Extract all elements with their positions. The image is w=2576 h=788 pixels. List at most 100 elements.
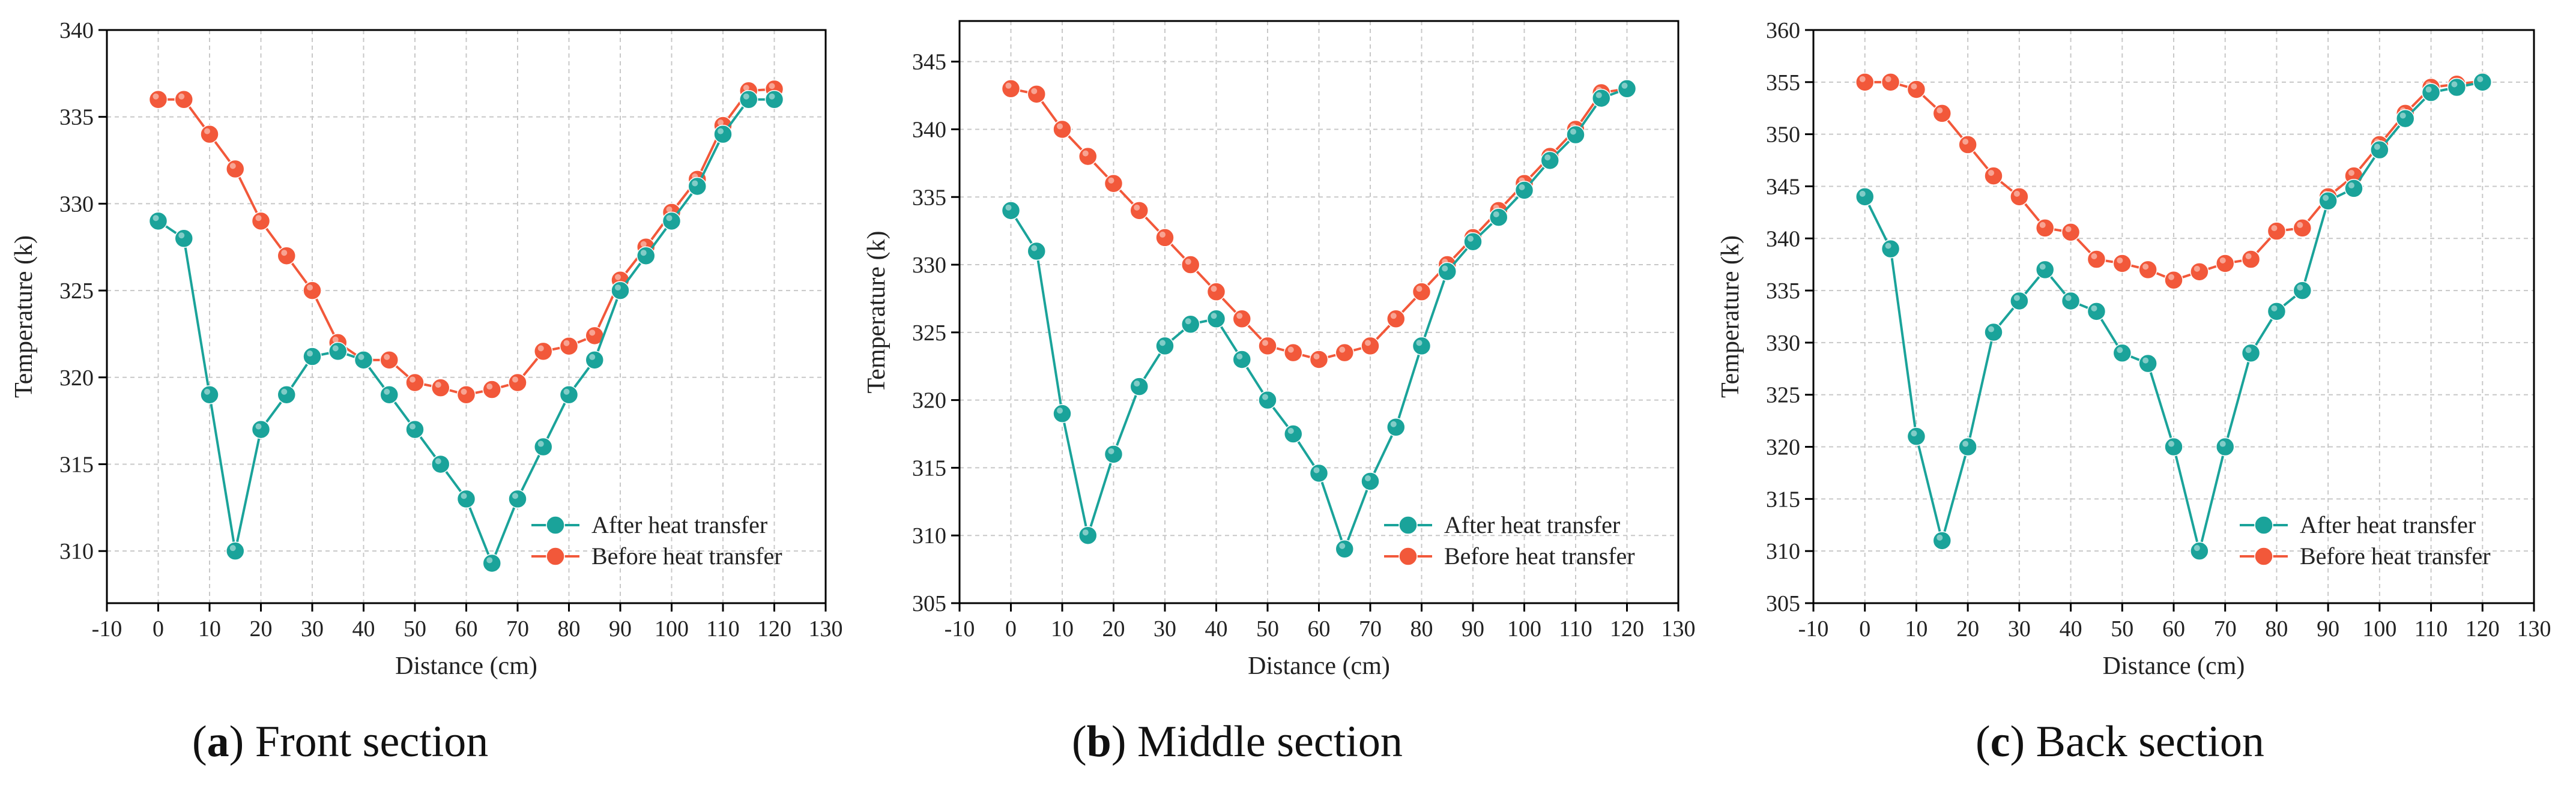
after-data-point <box>2293 281 2312 300</box>
x-tick-label: 60 <box>2162 616 2185 642</box>
x-tick-label: 40 <box>2060 616 2082 642</box>
after-point-highlight <box>281 388 288 395</box>
before-point-highlight <box>307 284 313 291</box>
after-point-highlight <box>2477 76 2484 82</box>
after-data-point <box>482 553 501 573</box>
before-point-highlight <box>2013 190 2020 197</box>
before-point-highlight <box>718 119 724 126</box>
after-series-line <box>1863 80 2483 552</box>
before-point-highlight <box>281 250 288 256</box>
caption-open-paren: ( <box>1976 717 1991 766</box>
after-data-point <box>1958 437 1977 457</box>
before-data-point <box>431 378 450 397</box>
before-data-point <box>174 90 193 109</box>
after-point-highlight <box>1185 318 1191 325</box>
before-point-highlight <box>2142 263 2149 270</box>
y-axis-title: Temperature (k) <box>863 230 890 393</box>
after-data-point <box>2241 343 2261 363</box>
after-point-highlight <box>1031 245 1038 251</box>
after-data-point <box>2164 437 2183 457</box>
before-data-point <box>1958 135 1977 154</box>
y-tick-label: 330 <box>912 253 946 278</box>
x-axis-title: Distance (cm) <box>2103 652 2245 680</box>
after-data-point <box>1906 427 1926 446</box>
after-point-highlight <box>1005 204 1012 211</box>
after-point-highlight <box>1859 190 1866 197</box>
before-data-point <box>1206 282 1226 301</box>
after-data-point <box>328 341 348 361</box>
x-tick-label: 110 <box>706 616 740 642</box>
x-tick-label: 0 <box>1859 616 1870 642</box>
legend-after-label: After heat transfer <box>1444 511 1620 538</box>
after-data-point <box>1984 322 2003 342</box>
x-tick-label: 50 <box>1256 616 1279 642</box>
before-point-highlight <box>563 340 570 346</box>
caption-text: Front section <box>244 717 488 766</box>
y-tick-label: 350 <box>1766 122 1800 148</box>
after-point-highlight <box>204 388 210 395</box>
before-data-point <box>1053 119 1072 139</box>
x-tick-label: 30 <box>1153 616 1176 642</box>
panel-caption: (b) Middle section <box>1072 717 1403 766</box>
after-data-point <box>585 350 604 370</box>
after-point-highlight <box>2348 182 2354 188</box>
after-data-point <box>1258 390 1277 410</box>
before-data-point <box>1258 336 1277 356</box>
y-tick-label: 340 <box>59 18 94 43</box>
after-data-point <box>405 420 425 439</box>
y-tick-label: 330 <box>59 191 94 217</box>
after-point-highlight <box>640 250 647 256</box>
before-data-point <box>2241 250 2261 269</box>
after-point-highlight <box>1211 313 1217 319</box>
before-point-highlight <box>2348 170 2354 176</box>
y-tick-label: 310 <box>912 523 946 549</box>
before-point-highlight <box>2194 265 2200 272</box>
x-tick-label: 100 <box>1507 616 1541 642</box>
before-data-point <box>2267 221 2287 241</box>
x-tick-label: 0 <box>1005 616 1017 642</box>
x-tick-label: 10 <box>1051 616 1074 642</box>
after-data-point <box>2138 353 2157 373</box>
after-point-highlight <box>1468 235 1474 242</box>
x-axis-title: Distance (cm) <box>1248 652 1390 680</box>
after-point-highlight <box>1416 340 1423 346</box>
before-data-point <box>2164 270 2183 290</box>
before-data-point <box>148 90 168 109</box>
before-point-highlight <box>512 376 518 383</box>
after-point-highlight <box>178 232 185 239</box>
after-point-highlight <box>410 423 416 430</box>
after-point-highlight <box>1262 394 1268 400</box>
before-data-point <box>2061 223 2081 242</box>
legend-after-label: After heat transfer <box>2300 511 2476 538</box>
before-point-highlight <box>2117 257 2123 263</box>
after-point-highlight <box>229 545 236 552</box>
before-point-highlight <box>486 383 493 390</box>
after-data-point <box>2344 179 2363 198</box>
after-point-highlight <box>332 345 339 352</box>
before-data-point <box>251 211 271 231</box>
after-point-highlight <box>1365 475 1371 481</box>
after-point-highlight <box>461 493 467 499</box>
after-data-point <box>739 90 758 109</box>
before-data-point <box>1412 282 1432 301</box>
x-tick-label: 30 <box>2008 616 2031 642</box>
x-tick-label: 20 <box>1956 616 1979 642</box>
after-point-highlight <box>1236 353 1243 359</box>
after-point-highlight <box>1885 242 1891 249</box>
after-data-point <box>2395 109 2415 128</box>
before-point-highlight <box>1031 88 1038 94</box>
after-data-point <box>559 385 579 405</box>
after-data-point <box>1386 417 1406 437</box>
after-data-point <box>636 246 656 265</box>
after-point-highlight <box>1287 428 1294 435</box>
x-tick-label: 130 <box>2517 616 2551 642</box>
before-point-highlight <box>2271 225 2278 232</box>
before-point-highlight <box>666 206 673 212</box>
x-tick-label: 80 <box>1410 616 1433 642</box>
before-data-point <box>534 341 553 361</box>
legend-after-marker <box>546 516 565 535</box>
x-tick-label: 50 <box>2111 616 2133 642</box>
before-data-point <box>2138 260 2157 280</box>
legend-before-label: Before heat transfer <box>2300 543 2491 570</box>
before-data-point <box>379 350 399 370</box>
